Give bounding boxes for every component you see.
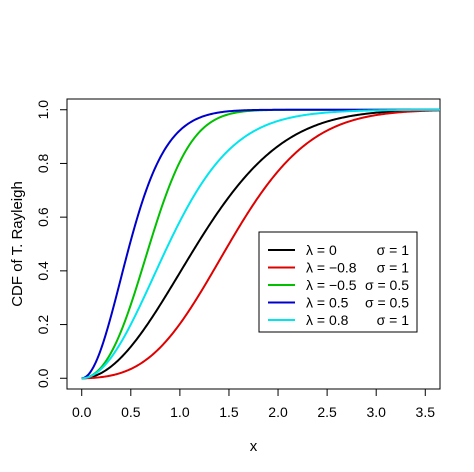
- legend-lambda-label: λ = 0: [306, 242, 337, 258]
- y-tick-label: 1.0: [35, 100, 51, 120]
- legend-lambda-label: λ = −0.5: [306, 277, 357, 293]
- y-tick-label: 0.4: [35, 261, 51, 281]
- series-line-0: [81, 109, 441, 380]
- y-axis: 0.0 0.2 0.4 0.6 0.8 1.0: [35, 100, 68, 388]
- legend-sigma-label: σ = 0.5: [365, 277, 409, 293]
- legend-lambda-label: λ = 0.5: [306, 295, 349, 311]
- legend: λ = 0 σ = 1 λ = −0.8 σ = 1 λ = −0.5 σ = 0.5 λ …: [258, 231, 418, 333]
- legend-lambda-label: λ = 0.8: [306, 312, 349, 328]
- x-tick-label: 0.5: [121, 404, 141, 420]
- series-curves: [81, 108, 441, 380]
- x-axis-title: x: [250, 438, 258, 455]
- x-tick-label: 0.0: [72, 404, 92, 420]
- x-tick-label: 2.5: [317, 404, 337, 420]
- x-tick-label: 3.0: [366, 404, 386, 420]
- y-tick-label: 0.0: [35, 368, 51, 388]
- y-tick-label: 0.6: [35, 207, 51, 227]
- x-axis: 0.0 0.5 1.0 1.5 2.0 2.5 3.0 3.5: [72, 388, 436, 420]
- x-tick-label: 1.0: [170, 404, 190, 420]
- series-line-4: [81, 108, 440, 380]
- legend-sigma-label: σ = 1: [377, 312, 410, 328]
- y-tick-label: 0.8: [35, 153, 51, 173]
- legend-sigma-label: σ = 0.5: [365, 295, 409, 311]
- legend-sigma-label: σ = 1: [377, 260, 410, 276]
- y-tick-label: 0.2: [35, 315, 51, 335]
- legend-box: [258, 231, 418, 333]
- legend-sigma-label: σ = 1: [377, 242, 410, 258]
- legend-lambda-label: λ = −0.8: [306, 260, 357, 276]
- x-tick-label: 3.5: [416, 404, 436, 420]
- series-line-1: [81, 109, 441, 380]
- x-tick-label: 1.5: [219, 404, 239, 420]
- x-tick-label: 2.0: [268, 404, 288, 420]
- y-axis-title: CDF of T. Rayleigh: [9, 181, 26, 307]
